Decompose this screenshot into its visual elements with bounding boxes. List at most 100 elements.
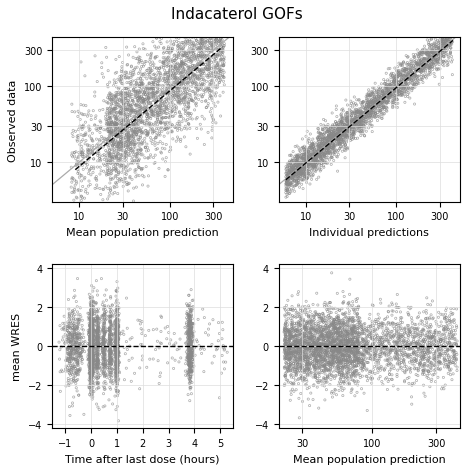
Point: [155, 112, 162, 120]
Point: [333, 337, 340, 344]
Point: [188, 342, 195, 349]
Point: [350, 341, 357, 348]
Point: [137, 129, 145, 137]
Point: [200, 67, 208, 75]
Point: [86, 167, 93, 174]
Point: [291, 305, 299, 313]
Point: [447, 346, 455, 354]
Point: [93, 319, 100, 327]
Point: [101, 318, 109, 326]
Point: [85, 369, 93, 377]
Point: [167, 109, 175, 116]
Point: [393, 71, 401, 79]
Point: [327, 327, 334, 335]
Point: [93, 323, 100, 330]
Point: [354, 337, 362, 345]
Point: [313, 357, 320, 365]
Point: [127, 139, 135, 147]
Point: [310, 352, 318, 360]
Point: [113, 353, 121, 360]
Point: [187, 321, 195, 329]
Point: [100, 151, 108, 159]
Point: [150, 112, 157, 120]
Point: [82, 138, 90, 145]
Point: [438, 60, 445, 68]
Point: [155, 72, 162, 80]
Point: [188, 53, 196, 61]
Point: [106, 362, 114, 369]
Point: [309, 335, 316, 342]
Point: [429, 361, 437, 369]
Point: [335, 131, 343, 139]
Point: [295, 177, 302, 185]
Point: [444, 37, 451, 45]
Point: [88, 322, 95, 330]
Point: [348, 327, 356, 335]
Point: [128, 91, 136, 99]
Point: [293, 326, 301, 333]
Point: [288, 357, 295, 364]
Point: [284, 181, 292, 189]
Point: [412, 357, 419, 365]
Point: [313, 367, 321, 374]
Point: [159, 87, 166, 95]
Point: [437, 50, 445, 57]
Point: [189, 64, 197, 72]
Point: [184, 59, 192, 66]
Point: [354, 120, 361, 128]
Point: [77, 161, 85, 169]
Point: [315, 145, 323, 152]
Point: [90, 108, 97, 115]
Point: [139, 81, 147, 89]
Point: [134, 147, 142, 155]
Point: [109, 313, 116, 321]
Point: [118, 116, 126, 123]
Point: [334, 131, 341, 139]
Point: [353, 362, 361, 369]
Point: [339, 337, 346, 345]
Point: [333, 320, 340, 328]
Point: [397, 334, 404, 342]
Point: [175, 61, 182, 69]
Point: [199, 36, 207, 44]
Point: [172, 110, 180, 118]
Point: [109, 137, 117, 144]
Point: [168, 48, 176, 55]
Point: [380, 89, 387, 97]
Point: [419, 327, 426, 334]
Point: [194, 45, 201, 52]
Point: [381, 102, 389, 109]
Point: [150, 79, 157, 87]
Point: [353, 119, 360, 127]
Point: [321, 145, 328, 152]
Point: [423, 52, 431, 60]
Point: [116, 125, 123, 133]
Point: [79, 123, 86, 130]
Point: [292, 353, 300, 361]
Point: [137, 112, 144, 119]
Point: [89, 367, 97, 375]
Point: [113, 326, 120, 333]
Point: [321, 150, 328, 158]
Point: [100, 353, 108, 360]
Point: [119, 97, 127, 104]
Point: [112, 166, 120, 173]
Point: [80, 411, 88, 418]
Point: [348, 372, 356, 380]
Point: [337, 372, 345, 380]
Point: [346, 316, 354, 323]
Point: [146, 107, 154, 115]
Point: [139, 138, 146, 145]
Point: [86, 326, 94, 333]
Point: [282, 307, 289, 314]
Point: [104, 326, 111, 334]
Point: [433, 347, 440, 355]
Point: [282, 350, 289, 358]
Point: [301, 375, 309, 382]
Point: [192, 36, 200, 43]
Point: [128, 124, 136, 132]
Point: [382, 87, 390, 95]
Point: [443, 320, 451, 327]
Point: [112, 93, 119, 101]
Point: [188, 368, 196, 376]
